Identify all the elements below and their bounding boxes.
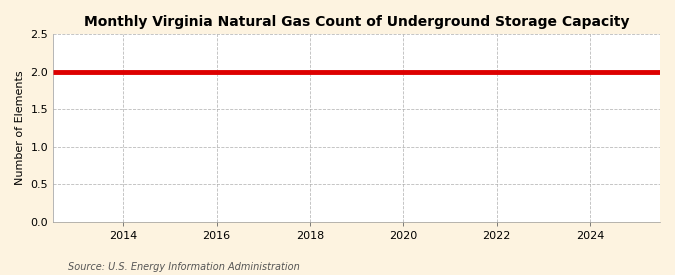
Y-axis label: Number of Elements: Number of Elements	[15, 71, 25, 185]
Title: Monthly Virginia Natural Gas Count of Underground Storage Capacity: Monthly Virginia Natural Gas Count of Un…	[84, 15, 629, 29]
Text: Source: U.S. Energy Information Administration: Source: U.S. Energy Information Administ…	[68, 262, 299, 272]
